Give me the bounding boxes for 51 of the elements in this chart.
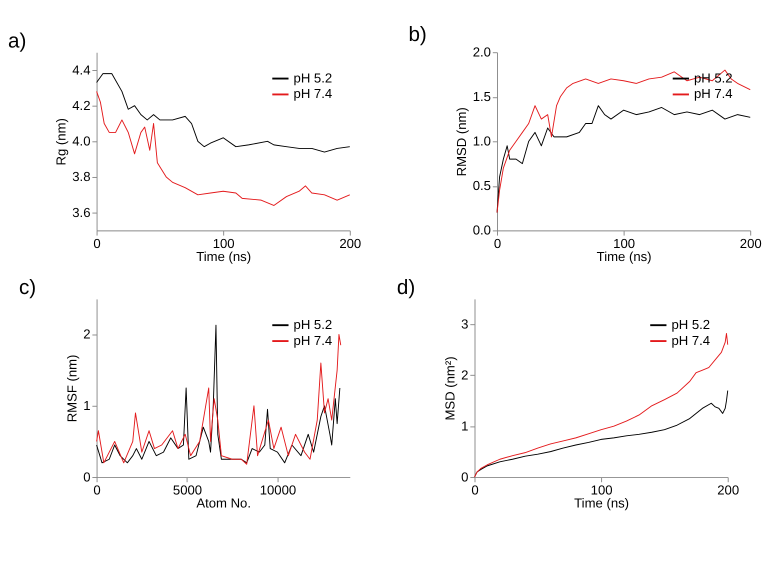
x-tick-label: 200 <box>339 236 362 251</box>
y-axis-title: RMSD (nm) <box>454 107 470 176</box>
y-tick-label: 0 <box>461 469 468 484</box>
line-series <box>96 73 350 152</box>
x-axis-title: Time (ns) <box>574 496 630 511</box>
x-axis-title: Atom No. <box>196 496 251 511</box>
chart-title: c) <box>18 276 36 300</box>
legend-label: pH 7.4 <box>294 86 332 102</box>
y-axis-title: MSD (nm²) <box>442 356 458 420</box>
x-tick-label: 5000 <box>172 482 202 498</box>
y-tick-label: 0.0 <box>472 222 491 238</box>
x-tick-label: 200 <box>740 236 762 251</box>
legend-label: pH 5.2 <box>294 70 332 86</box>
y-axis-title: RMSF (nm) <box>64 354 80 422</box>
y-tick-label: 0.5 <box>472 178 491 194</box>
y-axis-title: Rg (nm) <box>54 118 69 166</box>
x-axis-title: Time (ns) <box>596 248 652 264</box>
chart-title: b) <box>408 22 427 46</box>
y-tick-label: 1.0 <box>472 134 491 149</box>
chart-title: d) <box>396 276 416 300</box>
y-tick-label: 4.0 <box>72 134 90 149</box>
y-tick-label: 4.2 <box>72 98 90 113</box>
y-tick-label: 1 <box>83 398 90 414</box>
y-tick-label: 3.8 <box>72 169 90 184</box>
legend-label: pH 7.4 <box>671 332 710 348</box>
y-tick-label: 4.4 <box>72 62 90 78</box>
x-tick-label: 0 <box>93 236 101 251</box>
y-tick-label: 0 <box>83 469 90 484</box>
x-tick-label: 100 <box>590 482 613 498</box>
x-tick-label: 100 <box>212 236 235 251</box>
legend-label: pH 5.2 <box>671 316 710 332</box>
line-series <box>496 70 751 214</box>
x-tick-label: 100 <box>613 236 636 251</box>
y-tick-label: 3.6 <box>72 204 90 220</box>
y-tick-label: 1.5 <box>472 89 491 104</box>
x-tick-label: 10000 <box>260 482 296 498</box>
y-tick-label: 2.0 <box>472 44 491 60</box>
x-tick-label: 0 <box>494 236 502 251</box>
y-tick-label: 1 <box>461 418 468 434</box>
y-tick-label: 3 <box>461 316 468 332</box>
legend-label: pH 5.2 <box>294 316 332 332</box>
y-tick-label: 2 <box>461 367 468 382</box>
legend-label: pH 7.4 <box>694 86 733 102</box>
line-series <box>496 105 751 214</box>
x-tick-label: 200 <box>717 482 740 498</box>
chart-title: a) <box>8 30 26 53</box>
y-tick-label: 2 <box>83 326 90 342</box>
x-tick-label: 0 <box>93 482 101 498</box>
legend-label: pH 7.4 <box>294 332 332 348</box>
line-series <box>96 90 350 206</box>
x-axis-title: Time (ns) <box>196 248 252 264</box>
